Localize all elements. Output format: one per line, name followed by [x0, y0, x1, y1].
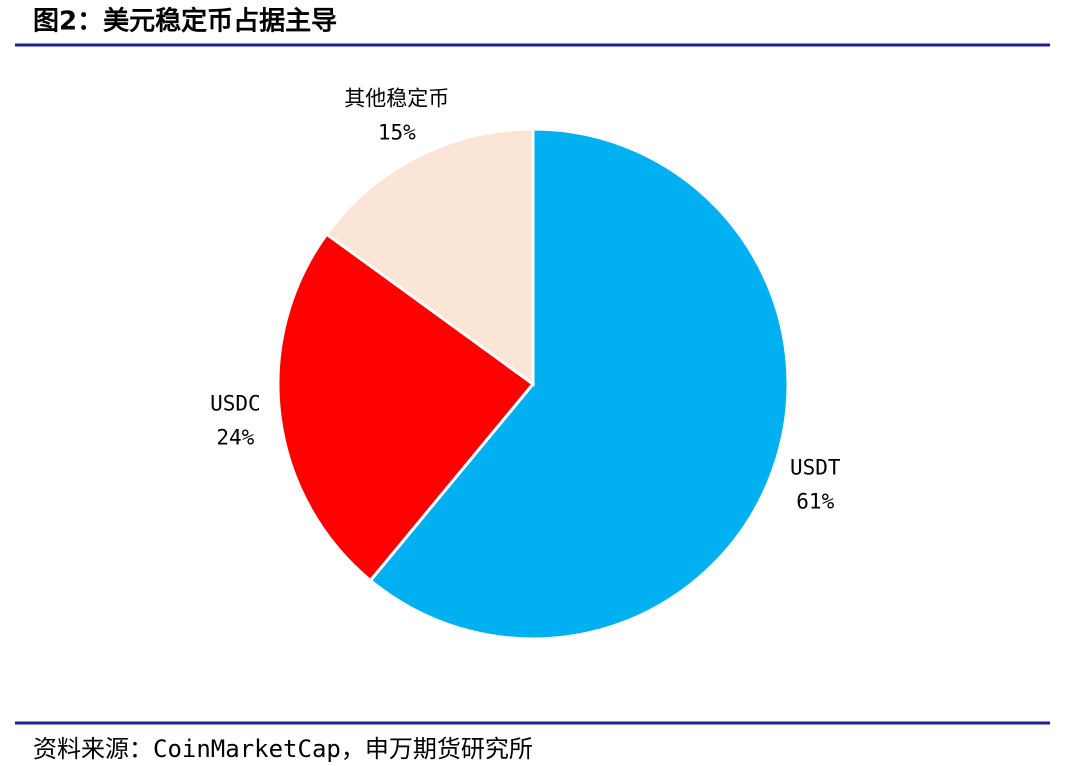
pie-slice	[368, 127, 790, 641]
slice-value-label: 61%	[796, 490, 834, 514]
chart-title: 图2：美元稳定币占据主导	[33, 6, 337, 37]
source-note: 资料来源：CoinMarketCap，申万期货研究所	[33, 735, 533, 763]
slice-label: USDT	[790, 456, 841, 480]
pie-slice	[324, 127, 535, 387]
pie-slice	[276, 232, 536, 583]
plot-area: USDT 61% USDC 24% 其他稳定币 15%	[210, 87, 841, 641]
slice-value-label: 24%	[216, 426, 254, 450]
slice-label: 其他稳定币	[344, 87, 449, 111]
slice-value-label: 15%	[378, 121, 416, 145]
slice-label: USDC	[210, 392, 261, 416]
